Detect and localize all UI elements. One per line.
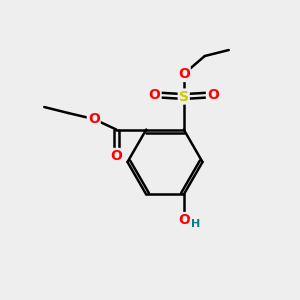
Text: O: O — [149, 88, 161, 102]
Text: O: O — [178, 67, 190, 81]
Text: O: O — [178, 213, 190, 227]
Text: O: O — [207, 88, 219, 102]
Text: O: O — [88, 112, 100, 126]
Text: O: O — [110, 149, 122, 163]
Text: H: H — [190, 220, 200, 230]
Text: S: S — [179, 89, 189, 103]
